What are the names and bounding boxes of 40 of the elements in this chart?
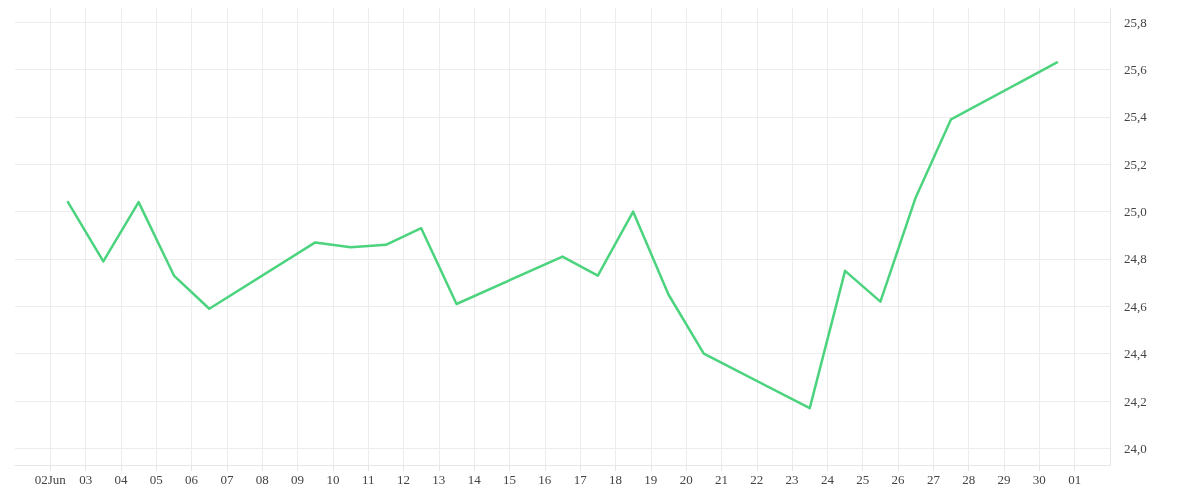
x-tick-label: 06 <box>185 472 199 487</box>
x-tick-label: 23 <box>785 472 799 487</box>
x-tick-label: 10 <box>326 472 340 487</box>
x-tick-label: 16 <box>538 472 552 487</box>
x-tick-label: 11 <box>361 472 375 487</box>
y-tick-label: 24,8 <box>1124 251 1147 267</box>
x-tick-label: 15 <box>503 472 517 487</box>
y-tick-label: 25,0 <box>1124 204 1147 220</box>
x-tick-label: 30 <box>1032 472 1046 487</box>
y-tick-label: 25,2 <box>1124 156 1147 172</box>
x-tick-label: 22 <box>750 472 764 487</box>
x-tick-label: 18 <box>608 472 622 487</box>
x-tick-label: 05 <box>149 472 163 487</box>
x-tick-label: 27 <box>926 472 941 487</box>
x-tick-label: 02Jun <box>34 472 67 487</box>
y-tick-label: 24,0 <box>1124 440 1147 456</box>
x-tick-label: 25 <box>856 472 870 487</box>
x-tick-label: 19 <box>644 472 658 487</box>
x-tick-label: 04 <box>114 472 128 487</box>
x-tick-label: 08 <box>255 472 269 487</box>
x-tick-label: 28 <box>962 472 976 487</box>
y-tick-label: 25,6 <box>1124 62 1148 78</box>
x-tick-label: 01 <box>1068 472 1082 487</box>
x-tick-label: 14 <box>467 472 482 487</box>
x-tick-label: 17 <box>573 472 588 487</box>
y-tick-label: 24,6 <box>1124 298 1148 314</box>
y-tick-label: 25,8 <box>1124 14 1147 30</box>
x-tick-label: 29 <box>997 472 1011 487</box>
y-tick-label: 25,4 <box>1124 109 1148 125</box>
x-tick-label: 12 <box>397 472 411 487</box>
y-tick-label: 24,4 <box>1124 346 1148 362</box>
x-tick-label: 21 <box>714 472 728 487</box>
x-tick-label: 07 <box>220 472 234 487</box>
x-tick-label: 26 <box>891 472 906 487</box>
x-tick-label: 20 <box>679 472 693 487</box>
x-tick-label: 24 <box>820 472 835 487</box>
y-tick-label: 24,2 <box>1124 393 1147 409</box>
x-tick-label: 13 <box>432 472 446 487</box>
x-tick-label: 09 <box>291 472 305 487</box>
x-tick-label: 03 <box>79 472 93 487</box>
